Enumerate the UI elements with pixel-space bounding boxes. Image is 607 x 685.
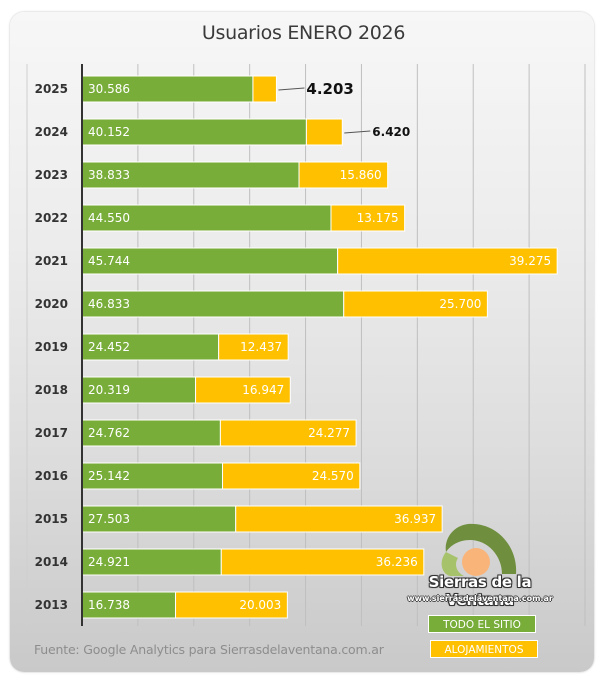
category-label: 2017 [35, 426, 68, 440]
data-label: 13.175 [357, 211, 399, 225]
bar-todo-el-sitio [81, 75, 254, 103]
bar-alojamientos [337, 247, 558, 275]
data-label: 25.700 [439, 297, 481, 311]
leader-line [278, 87, 305, 91]
bar-todo-el-sitio [81, 591, 177, 619]
category-label: 2021 [35, 254, 68, 268]
bar-alojamientos [175, 591, 288, 619]
data-label: 16.947 [242, 383, 284, 397]
bar-todo-el-sitio [81, 548, 222, 576]
category-label: 2015 [35, 512, 68, 526]
data-label: 27.503 [88, 512, 130, 526]
data-label: 40.152 [88, 125, 130, 139]
bar-alojamientos [330, 204, 406, 232]
data-label: 16.738 [88, 598, 130, 612]
data-label: 39.275 [509, 254, 551, 268]
source-note: Fuente: Google Analytics para Sierrasdel… [34, 642, 384, 657]
bar-alojamientos [219, 419, 357, 447]
data-label: 6.420 [372, 125, 410, 139]
legend-alojamientos: ALOJAMIENTOS [430, 640, 538, 658]
bar-alojamientos [222, 462, 361, 490]
data-labels: 30.586 4.203 40.152 6.420 38.833 15.860 44.550… [88, 80, 551, 612]
category-label: 2019 [35, 340, 68, 354]
leader-line [344, 130, 371, 134]
bars [81, 75, 558, 619]
bar-todo-el-sitio [81, 290, 345, 318]
bar-alojamientos [220, 548, 425, 576]
legend-todo-el-sitio: TODO EL SITIO [428, 615, 536, 633]
bar-alojamientos [305, 118, 343, 146]
data-label: 15.860 [340, 168, 382, 182]
data-label: 25.142 [88, 469, 130, 483]
data-label: 36.236 [376, 555, 418, 569]
category-label: 2025 [35, 82, 68, 96]
data-label: 46.833 [88, 297, 130, 311]
data-label: 45.744 [88, 254, 130, 268]
category-label: 2014 [35, 555, 68, 569]
logo-icon [441, 523, 517, 576]
chart-title: Usuarios ENERO 2026 [201, 22, 406, 44]
data-label: 24.762 [88, 426, 130, 440]
data-label: 12.437 [240, 340, 282, 354]
bar-alojamientos [218, 333, 289, 361]
category-label: 2016 [35, 469, 68, 483]
category-label: 2018 [35, 383, 68, 397]
data-label: 24.277 [308, 426, 350, 440]
category-labels: 2025 2024 2023 2022 2021 2020 2019 2018 2017 2016… [35, 82, 68, 612]
category-label: 2023 [35, 168, 68, 182]
bar-todo-el-sitio [81, 333, 220, 361]
bar-alojamientos [195, 376, 291, 404]
logo-name: Sierras de la Ventana [428, 573, 532, 609]
category-label: 2024 [35, 125, 68, 139]
category-label: 2022 [35, 211, 68, 225]
bar-todo-el-sitio [81, 204, 332, 232]
data-label: 24.921 [88, 555, 130, 569]
data-label: 4.203 [306, 80, 353, 98]
data-label: 24.452 [88, 340, 130, 354]
category-label: 2013 [35, 598, 68, 612]
data-label: 20.319 [88, 383, 130, 397]
data-label: 24.570 [312, 469, 354, 483]
bar-todo-el-sitio [81, 419, 221, 447]
logo-url: www.sierrasdelaventana.com.ar [407, 594, 553, 603]
data-label: 20.003 [239, 598, 281, 612]
data-label: 30.586 [88, 82, 130, 96]
category-label: 2020 [35, 297, 68, 311]
data-label: 44.550 [88, 211, 130, 225]
bar-alojamientos [343, 290, 488, 318]
bar-alojamientos [298, 161, 389, 189]
bar-alojamientos [252, 75, 277, 103]
data-label: 38.833 [88, 168, 130, 182]
bar-todo-el-sitio [81, 376, 197, 404]
bar-alojamientos [235, 505, 443, 533]
data-label: 36.937 [394, 512, 436, 526]
